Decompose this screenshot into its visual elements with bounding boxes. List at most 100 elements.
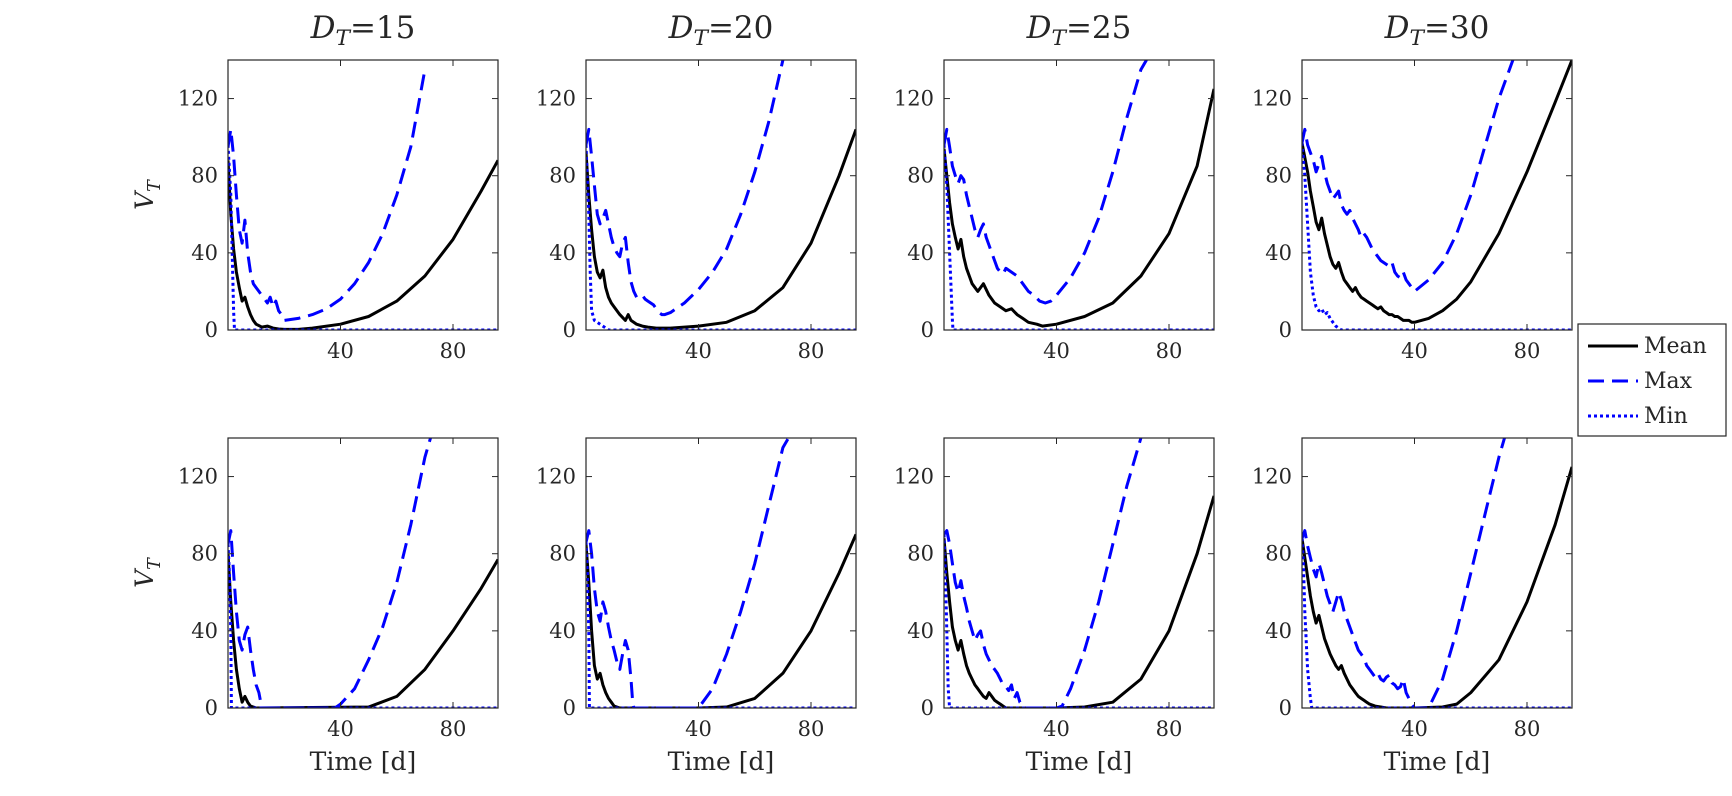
- y-tick-label: 80: [907, 164, 934, 188]
- y-tick-label: 0: [921, 696, 934, 720]
- y-tick-label: 120: [536, 465, 576, 489]
- y-axis-label-sub: T: [145, 557, 165, 570]
- x-axis-label: Time [d]: [1026, 747, 1133, 776]
- panel-title-rest: =15: [350, 10, 415, 46]
- y-tick-label: 80: [907, 542, 934, 566]
- series-line-max: [944, 60, 1148, 305]
- y-tick-label: 120: [1252, 87, 1292, 111]
- legend: Mean Max Min: [1577, 323, 1727, 437]
- axes-box: [1301, 59, 1573, 331]
- y-tick-label: 80: [191, 164, 218, 188]
- series-group: [228, 69, 498, 330]
- series-line-mean: [586, 533, 856, 708]
- legend-label-min: Min: [1644, 404, 1688, 429]
- panel-r1c1: 0 40 80 120 40 80 Time [d]: [536, 437, 857, 776]
- plot-area: [228, 60, 498, 330]
- x-tick-label: 80: [1514, 717, 1541, 741]
- x-tick-label: 40: [685, 339, 712, 363]
- series-line-mean: [228, 553, 498, 708]
- series-group: [1302, 60, 1572, 330]
- series-line-mean: [944, 88, 1214, 328]
- axes-box: [1301, 437, 1573, 709]
- y-tick-label: 80: [1265, 164, 1292, 188]
- legend-label-max: Max: [1644, 369, 1693, 394]
- y-tick-label: 80: [549, 542, 576, 566]
- y-tick-label: 120: [178, 87, 218, 111]
- series-line-mean: [228, 159, 498, 330]
- y-tick-label: 120: [178, 465, 218, 489]
- axes-box: [585, 437, 857, 709]
- x-tick-label: 80: [440, 339, 467, 363]
- axes-box: [943, 437, 1215, 709]
- plot-area: [586, 438, 856, 708]
- panel-title-base: D: [1384, 10, 1410, 46]
- panel-title: DT=25: [1026, 10, 1132, 51]
- y-tick-label: 80: [191, 542, 218, 566]
- plot-area: [228, 438, 498, 708]
- panel-title-sub: T: [335, 26, 351, 51]
- x-axis-label: Time [d]: [1384, 747, 1491, 776]
- panel-title: DT=20: [668, 10, 774, 51]
- panel-r0c3: 0 40 80 120 40 80 DT=30: [1252, 10, 1573, 363]
- series-line-min: [944, 534, 1214, 708]
- x-tick-label: 80: [1156, 339, 1183, 363]
- x-tick-label: 80: [440, 717, 467, 741]
- series-line-max: [1302, 60, 1515, 293]
- plot-area: [944, 60, 1214, 330]
- plot-area: [1302, 438, 1572, 708]
- series-line-min: [1302, 142, 1572, 330]
- series-line-max: [228, 438, 432, 708]
- x-tick-label: 80: [1514, 339, 1541, 363]
- y-axis-label-sub: T: [145, 179, 165, 192]
- x-axis-label: Time [d]: [310, 747, 417, 776]
- series-line-mean: [1302, 466, 1572, 708]
- x-tick-label: 40: [327, 717, 354, 741]
- plot-area: [1302, 60, 1572, 330]
- x-axis-label: Time [d]: [668, 747, 775, 776]
- panel-title-sub: T: [693, 26, 709, 51]
- y-tick-label: 0: [921, 318, 934, 342]
- y-tick-label: 40: [191, 619, 218, 643]
- panel-title-sub: T: [1051, 26, 1067, 51]
- axes-box: [227, 437, 499, 709]
- panel-title-base: D: [1026, 10, 1052, 46]
- y-tick-label: 40: [1265, 619, 1292, 643]
- y-tick-label: 40: [549, 619, 576, 643]
- panel-r0c1: 0 40 80 120 40 80 DT=20: [536, 10, 857, 363]
- y-tick-label: 120: [536, 87, 576, 111]
- y-tick-label: 40: [191, 241, 218, 265]
- x-tick-label: 40: [1401, 339, 1428, 363]
- y-axis-label-base: V: [130, 567, 159, 588]
- panel-title-sub: T: [1409, 26, 1425, 51]
- y-tick-label: 40: [907, 619, 934, 643]
- x-tick-label: 40: [327, 339, 354, 363]
- series-line-max: [228, 69, 427, 322]
- y-tick-label: 0: [205, 696, 218, 720]
- plot-area: [586, 60, 856, 330]
- axes-box: [943, 59, 1215, 331]
- y-tick-label: 0: [205, 318, 218, 342]
- panel-r0c2: 0 40 80 120 40 80 DT=25: [894, 10, 1215, 363]
- series-line-max: [586, 438, 790, 708]
- y-tick-label: 40: [1265, 241, 1292, 265]
- series-line-min: [586, 542, 856, 708]
- series-line-min: [1302, 538, 1572, 708]
- x-tick-label: 40: [685, 717, 712, 741]
- panel-title-base: D: [310, 10, 336, 46]
- series-line-mean: [1302, 60, 1572, 324]
- series-group: [586, 438, 856, 708]
- series-group: [944, 438, 1214, 708]
- y-tick-label: 120: [1252, 465, 1292, 489]
- panel-title-base: D: [668, 10, 694, 46]
- x-tick-label: 80: [1156, 717, 1183, 741]
- panel-title-rest: =20: [708, 10, 773, 46]
- y-tick-label: 0: [1279, 696, 1292, 720]
- series-line-mean: [586, 128, 856, 330]
- panel-title-rest: =25: [1066, 10, 1131, 46]
- y-tick-label: 120: [894, 465, 934, 489]
- y-tick-label: 40: [549, 241, 576, 265]
- x-tick-label: 80: [798, 339, 825, 363]
- series-group: [1302, 438, 1572, 708]
- legend-label-mean: Mean: [1644, 334, 1707, 359]
